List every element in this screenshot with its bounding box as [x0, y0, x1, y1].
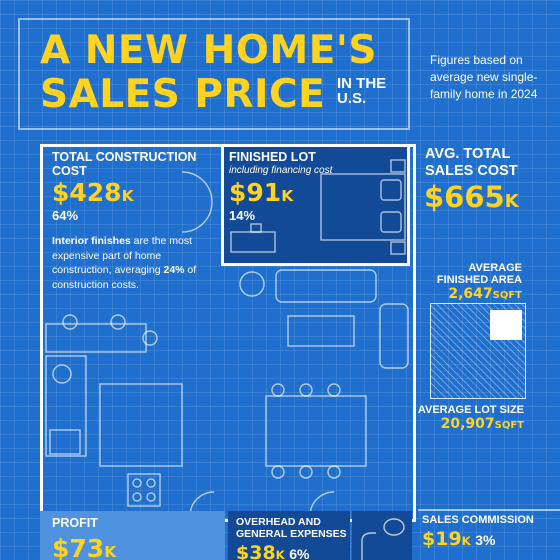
title-suffix-line-1: IN THE	[337, 75, 387, 92]
profit-label: PROFIT	[52, 516, 98, 530]
finished-lot-unit: K	[281, 187, 294, 205]
construction-note: Interior finishes are the most expensive…	[52, 234, 210, 292]
title-line-1: A NEW HOME'S	[40, 28, 377, 73]
finished-lot-amount: $91	[229, 178, 282, 207]
lot-size-value: 20,907SQFT	[418, 416, 524, 432]
construction-unit: K	[121, 187, 134, 205]
construction-note-mid: are the most expensive part of home cons…	[52, 235, 193, 276]
profit-unit: K	[104, 543, 117, 560]
finished-lot-panel	[221, 144, 410, 266]
avg-total-label: AVG. TOTAL SALES COST	[425, 146, 518, 180]
overhead-label-2: GENERAL EXPENSES	[236, 528, 347, 540]
commission-unit: K	[461, 534, 471, 548]
title-suffix-line-2: U.S.	[337, 90, 367, 107]
avg-total-label-1: AVG. TOTAL	[425, 146, 511, 162]
avg-total-label-2: SALES COST	[425, 163, 518, 179]
overhead-label: OVERHEAD AND GENERAL EXPENSES	[236, 516, 347, 540]
lot-size-unit: SQFT	[494, 420, 524, 431]
bathroom-fixtures	[352, 511, 412, 560]
finished-lot-label: FINISHED LOT	[229, 150, 316, 164]
finished-area-label-2: FINISHED AREA	[436, 274, 522, 286]
avg-total-unit: K	[504, 191, 519, 212]
overhead-percent: 6%	[289, 546, 310, 560]
lot-size-label: AVERAGE LOT SIZE	[417, 404, 524, 416]
lot-size-block: AVERAGE LOT SIZE 20,907SQFT	[418, 404, 524, 432]
construction-percent: 64%	[52, 208, 79, 223]
finished-area-value: 2,647SQFT	[437, 286, 522, 302]
overhead-amount: $38K	[236, 542, 285, 560]
overhead-label-1: OVERHEAD AND	[236, 516, 321, 528]
construction-note-end: of construction costs.	[52, 264, 197, 291]
title-suffix: IN THE U.S.	[337, 76, 386, 106]
commission-amount: $19K	[422, 528, 471, 550]
title-frame	[18, 18, 410, 130]
finished-area-unit: SQFT	[492, 290, 522, 301]
profit-amount: $73	[52, 534, 105, 560]
overhead-value: $38K 6%	[236, 542, 309, 560]
commission-percent: 3%	[475, 532, 496, 548]
finished-area-number: 2,647	[448, 286, 493, 302]
profit-panel	[40, 511, 225, 560]
finished-lot-sublabel: including financing cost	[229, 165, 333, 176]
finished-area-square	[490, 310, 522, 340]
overhead-unit: K	[275, 548, 285, 560]
construction-note-bold-1: Interior finishes	[52, 235, 131, 247]
commission-value: $19K 3%	[422, 528, 495, 550]
avg-total-amount: $665	[424, 180, 505, 214]
commission-number: $19	[422, 528, 462, 550]
overhead-panel	[228, 511, 350, 560]
construction-value: $428K	[52, 178, 134, 207]
finished-lot-percent: 14%	[229, 208, 256, 223]
commission-label: SALES COMMISSION	[422, 514, 534, 526]
finished-area-block: AVERAGE FINISHED AREA 2,647SQFT	[437, 262, 522, 302]
commission-divider	[418, 509, 560, 511]
overhead-number: $38	[236, 542, 276, 560]
avg-total-value: $665K	[424, 180, 519, 214]
profit-value: $73K	[52, 534, 116, 560]
construction-label-2: COST	[52, 164, 87, 178]
construction-amount: $428	[52, 178, 122, 207]
figures-note: Figures based on average new single-fami…	[430, 53, 538, 101]
lot-size-number: 20,907	[440, 416, 495, 432]
title-line-2: SALES PRICE	[40, 72, 326, 117]
construction-note-bold-2: 24%	[163, 264, 185, 276]
construction-label-1: TOTAL CONSTRUCTION	[52, 150, 197, 164]
bedroom-furniture	[230, 159, 406, 255]
finished-area-label-1: AVERAGE	[468, 262, 522, 274]
finished-lot-value: $91K	[229, 178, 293, 207]
